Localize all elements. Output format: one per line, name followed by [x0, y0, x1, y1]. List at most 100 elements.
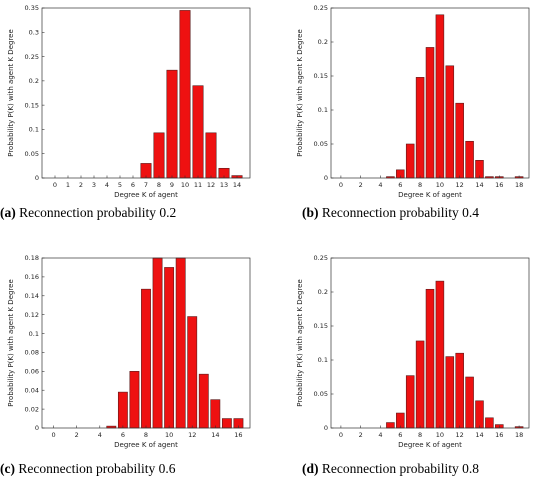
chart-c-svg: 0 2 4 6 8 10 12 14 16 0 0.02 0.04 0.06 0.08 0.1 0.12 0.1…: [7, 254, 251, 449]
ytick-label-d-3: 0.15: [314, 322, 328, 330]
xtick-label-a-9: 9: [170, 181, 174, 189]
bar-c-k10: [164, 267, 175, 429]
xtick-label-b-12: 12: [456, 181, 464, 189]
bar-d-k13: [465, 376, 474, 429]
xtick-label-a-7: 7: [144, 181, 148, 189]
xtick-label-d-6: 6: [398, 431, 402, 439]
xtick-label-c-14: 14: [211, 431, 219, 439]
caption-b-letter: (b): [302, 205, 319, 220]
chart-d-svg: 0 2 4 6 8 10 12 14 16 18 0 0.05 0.1 0.15 0.2 0.25 Degree…: [296, 254, 530, 449]
xtick-label-a-5: 5: [118, 181, 122, 189]
plot-frame-d: [330, 257, 530, 429]
bar-b-k7: [405, 143, 415, 179]
ytick-label-b-2: 0.1: [318, 106, 328, 114]
ytick-label-b-5: 0.25: [314, 4, 328, 12]
bar-c-k12: [187, 316, 198, 429]
bar-d-k10: [435, 280, 445, 429]
ytick-label-b-0: 0: [324, 174, 328, 182]
xlabel-c: Degree K of agent: [114, 441, 178, 449]
ytick-label-d-2: 0.1: [318, 356, 328, 364]
xtick-label-c-4: 4: [98, 431, 102, 439]
bar-d-k14: [475, 400, 484, 429]
bar-c-k7: [129, 371, 140, 429]
chart-a-svg: 0 1 2 3 4 5 6 7 8 9 10 11 12 13 1400.050.10.150.20.250…: [7, 4, 251, 199]
xtick-label-d-2: 2: [359, 431, 363, 439]
xtick-label-a-14: 14: [233, 181, 241, 189]
ytick-label-d-1: 0.05: [314, 390, 328, 398]
ytick-label-a-3: 0.15: [25, 101, 39, 109]
xtick-label-b-2: 2: [359, 181, 363, 189]
xtick-label-d-14: 14: [475, 431, 483, 439]
ytick-label-a-6: 0.3: [29, 28, 39, 36]
ylabel-c: Probability P(K) with agent K Degree: [7, 279, 15, 407]
ytick-label-b-4: 0.2: [318, 38, 328, 46]
bar-a-k8: [153, 132, 165, 179]
caption-b: (b) Reconnection probability 0.4: [302, 205, 479, 221]
bar-a-k11: [192, 85, 204, 179]
chart-panel-a: 0 1 2 3 4 5 6 7 8 9 10 11 12 13 14 0 0.05 0.1 0.15 0.2 0.25 0…: [0, 0, 275, 240]
plot-frame-a: [41, 7, 251, 179]
ytick-label-a-7: 0.35: [25, 4, 39, 12]
caption-c-letter: (c): [0, 461, 15, 476]
ytick-label-a-1: 0.05: [25, 150, 39, 158]
bar-d-k7: [405, 375, 415, 429]
ytick-label-d-5: 0.25: [314, 254, 328, 262]
bar-d-k12: [455, 352, 464, 429]
xtick-label-d-0: 0: [339, 431, 343, 439]
xlabel-a: Degree K of agent: [114, 191, 178, 199]
xtick-label-a-11: 11: [194, 181, 202, 189]
xtick-label-d-12: 12: [456, 431, 464, 439]
chart-b-svg: 0 2 4 6 8 10 12 14 16 18 0 0.05 0.1 0.15 0.2 0.25 Degree…: [296, 4, 530, 199]
bar-b-k8: [415, 77, 425, 179]
ytick-label-d-4: 0.2: [318, 288, 328, 296]
xtick-label-b-6: 6: [398, 181, 402, 189]
bar-c-k11: [175, 257, 186, 429]
caption-d-letter: (d): [302, 461, 319, 476]
ytick-label-c-7: 0.14: [25, 292, 39, 300]
ytick-label-c-6: 0.12: [25, 311, 39, 319]
chart-panel-c: 0 2 4 6 8 10 12 14 16 0 0.02 0.04 0.06 0.08 0.1 0.12 0.1…: [0, 248, 275, 488]
bar-d-k5: [386, 422, 395, 429]
ytick-label-c-2: 0.04: [25, 386, 39, 394]
xtick-label-c-10: 10: [165, 431, 173, 439]
bar-a-k9: [166, 69, 178, 179]
bar-b-k9: [425, 47, 435, 179]
xtick-label-c-6: 6: [121, 431, 125, 439]
xtick-label-c-12: 12: [188, 431, 196, 439]
ytick-label-a-4: 0.2: [29, 77, 39, 85]
ytick-label-c-3: 0.06: [25, 368, 39, 376]
xtick-label-b-16: 16: [495, 181, 503, 189]
xtick-label-c-8: 8: [144, 431, 148, 439]
caption-a: (a) Reconnection probability 0.2: [0, 205, 176, 221]
bar-b-k14: [475, 160, 484, 179]
bar-d-k15: [485, 417, 494, 429]
ylabel-d: Probability P(K) with agent K Degree: [296, 279, 304, 407]
ytick-label-c-1: 0.02: [25, 405, 39, 413]
xtick-label-b-18: 18: [515, 181, 523, 189]
caption-b-text: Reconnection probability 0.4: [318, 205, 479, 220]
xtick-label-b-0: 0: [339, 181, 343, 189]
ylabel-b: Probability P(K) with agent K Degree: [296, 29, 304, 157]
bar-d-k11: [445, 356, 455, 429]
xtick-label-b-8: 8: [418, 181, 422, 189]
xtick-label-a-12: 12: [207, 181, 215, 189]
xtick-label-d-18: 18: [515, 431, 523, 439]
xtick-label-a-2: 2: [79, 181, 83, 189]
xtick-label-b-14: 14: [475, 181, 483, 189]
ytick-label-c-9: 0.18: [25, 254, 39, 262]
bar-b-k11: [445, 65, 455, 179]
caption-a-letter: (a): [0, 205, 16, 220]
xtick-label-c-0: 0: [51, 431, 55, 439]
ytick-label-a-5: 0.25: [25, 53, 39, 61]
xtick-label-a-4: 4: [105, 181, 109, 189]
bar-a-k10: [179, 10, 191, 179]
ytick-label-b-1: 0.05: [314, 140, 328, 148]
ylabel-a: Probability P(K) with agent K Degree: [7, 29, 15, 157]
ytick-label-c-0: 0: [35, 424, 39, 432]
ytick-label-c-8: 0.16: [25, 273, 39, 281]
bar-c-k9: [152, 257, 163, 429]
chart-panel-d: 0 2 4 6 8 10 12 14 16 18 0 0.05 0.1 0.15 0.2 0.25 Degree…: [275, 248, 550, 488]
bar-c-k13: [198, 373, 209, 429]
bar-d-k8: [415, 340, 425, 429]
caption-a-text: Reconnection probability 0.2: [15, 205, 177, 220]
